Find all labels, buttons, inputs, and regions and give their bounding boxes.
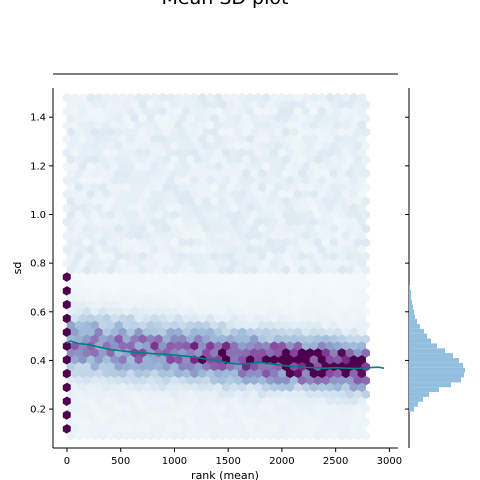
hexbin-cell bbox=[305, 430, 315, 441]
y-tick-label: 1.4 bbox=[30, 113, 46, 124]
hexbin-cell bbox=[321, 430, 331, 441]
hexbin-cell bbox=[170, 430, 179, 441]
hexbin-cell bbox=[146, 430, 155, 441]
hexbin-cell bbox=[130, 430, 139, 441]
marginal-histogram-bar bbox=[409, 392, 429, 397]
x-axis-label: rank (mean) bbox=[191, 469, 259, 480]
hexbin-cell bbox=[186, 430, 195, 441]
hexbin-cell bbox=[74, 430, 84, 441]
marginal-histogram-bar bbox=[409, 358, 459, 363]
hexbin-cell bbox=[297, 430, 307, 441]
right-marginal-histogram bbox=[405, 88, 465, 448]
marginal-histogram-bar bbox=[409, 314, 415, 320]
marginal-histogram-bar bbox=[409, 333, 427, 339]
marginal-histogram-bar bbox=[409, 401, 418, 407]
y-tick-label: 1.0 bbox=[30, 210, 46, 221]
hexbin-cell bbox=[242, 430, 251, 441]
hexbin-cell bbox=[313, 430, 323, 441]
marginal-histogram-bar bbox=[409, 285, 410, 290]
y-tick-label: 1.2 bbox=[30, 161, 46, 172]
hexbin-cell bbox=[257, 430, 267, 441]
hexbin-cell bbox=[98, 430, 108, 441]
x-tick-label: 0 bbox=[64, 456, 70, 467]
hexbin-cell bbox=[265, 430, 275, 441]
marginal-histogram-bar bbox=[409, 309, 414, 315]
hexbin-cell bbox=[114, 430, 123, 441]
chart-title: Mean SD plot bbox=[162, 0, 289, 9]
trend-line bbox=[66, 340, 385, 370]
marginal-histogram-bar bbox=[409, 304, 413, 310]
marginal-histogram-bar bbox=[409, 362, 463, 368]
marginal-histogram-bar bbox=[409, 294, 411, 300]
marginal-histogram-bar bbox=[409, 328, 424, 334]
marginal-histogram-bar bbox=[409, 396, 423, 402]
hexbin-cell bbox=[194, 430, 203, 441]
hexbin-cell bbox=[329, 430, 339, 441]
hexbin-cell bbox=[218, 430, 227, 441]
x-axis-ticks: 0 500 1000 1500 2000 2500 3000 bbox=[64, 448, 402, 467]
marginal-histogram-bar bbox=[409, 377, 461, 383]
marginal-histogram-bar bbox=[409, 323, 420, 329]
marginal-histogram-bar bbox=[409, 299, 412, 305]
y-tick-label: 0.4 bbox=[30, 356, 46, 367]
marginal-histogram-bar bbox=[409, 343, 437, 349]
marginal-histogram-bar bbox=[409, 367, 465, 373]
y-axis-label: sd bbox=[11, 262, 24, 275]
x-tick-label: 500 bbox=[111, 456, 130, 467]
hexbin-cell bbox=[250, 430, 259, 441]
hexbin-cell bbox=[361, 430, 370, 441]
hexbin-cell bbox=[154, 430, 163, 441]
hexbin-cell bbox=[162, 430, 171, 441]
marginal-histogram-bar bbox=[409, 382, 451, 388]
marginal-histogram-bar bbox=[409, 319, 417, 324]
hexbin-plot-area: 0 500 1000 1500 2000 2500 3000 0.2 0.4 0.6 0.8 1.0… bbox=[30, 88, 402, 467]
hexbin-layer bbox=[62, 92, 370, 441]
x-tick-label: 1500 bbox=[215, 456, 240, 467]
hexbin-cell bbox=[82, 430, 92, 441]
hexbin-cell bbox=[353, 430, 362, 441]
marginal-histogram-bar bbox=[409, 348, 445, 354]
hexbin-cell bbox=[345, 430, 354, 441]
hexbin-cell bbox=[210, 430, 219, 441]
marginal-histogram-bar bbox=[409, 338, 431, 344]
hexbin-cell bbox=[202, 430, 211, 441]
y-axis-ticks: 0.2 0.4 0.6 0.8 1.0 1.2 1.4 bbox=[30, 113, 53, 416]
x-tick-label: 2500 bbox=[323, 456, 348, 467]
hexbin-cell bbox=[273, 430, 283, 441]
trend-line-layer bbox=[66, 340, 385, 370]
x-tick-label: 3000 bbox=[377, 456, 402, 467]
marginal-histogram-bar bbox=[409, 289, 411, 295]
hexbin-cell bbox=[66, 430, 76, 441]
hexbin-cell bbox=[122, 430, 131, 441]
x-tick-label: 1000 bbox=[162, 456, 187, 467]
hexbin-cell bbox=[289, 430, 299, 441]
hexbin-cell bbox=[90, 430, 100, 441]
hexbin-cell bbox=[337, 430, 347, 441]
marginal-histogram-bar bbox=[409, 406, 414, 412]
y-tick-label: 0.6 bbox=[30, 307, 46, 318]
x-tick-label: 2000 bbox=[269, 456, 294, 467]
marginal-histogram-bar bbox=[409, 387, 439, 393]
hexbin-cell bbox=[106, 430, 115, 441]
marginal-histogram-bar bbox=[409, 372, 464, 378]
hexbin-cell bbox=[226, 430, 235, 441]
y-tick-label: 0.8 bbox=[30, 259, 46, 270]
marginal-histogram-bar bbox=[409, 353, 453, 358]
hexbin-cell bbox=[234, 430, 243, 441]
hexbin-cell bbox=[138, 430, 147, 441]
y-tick-label: 0.2 bbox=[30, 405, 46, 416]
hexbin-cell bbox=[281, 430, 291, 441]
hexbin-cell bbox=[178, 430, 187, 441]
